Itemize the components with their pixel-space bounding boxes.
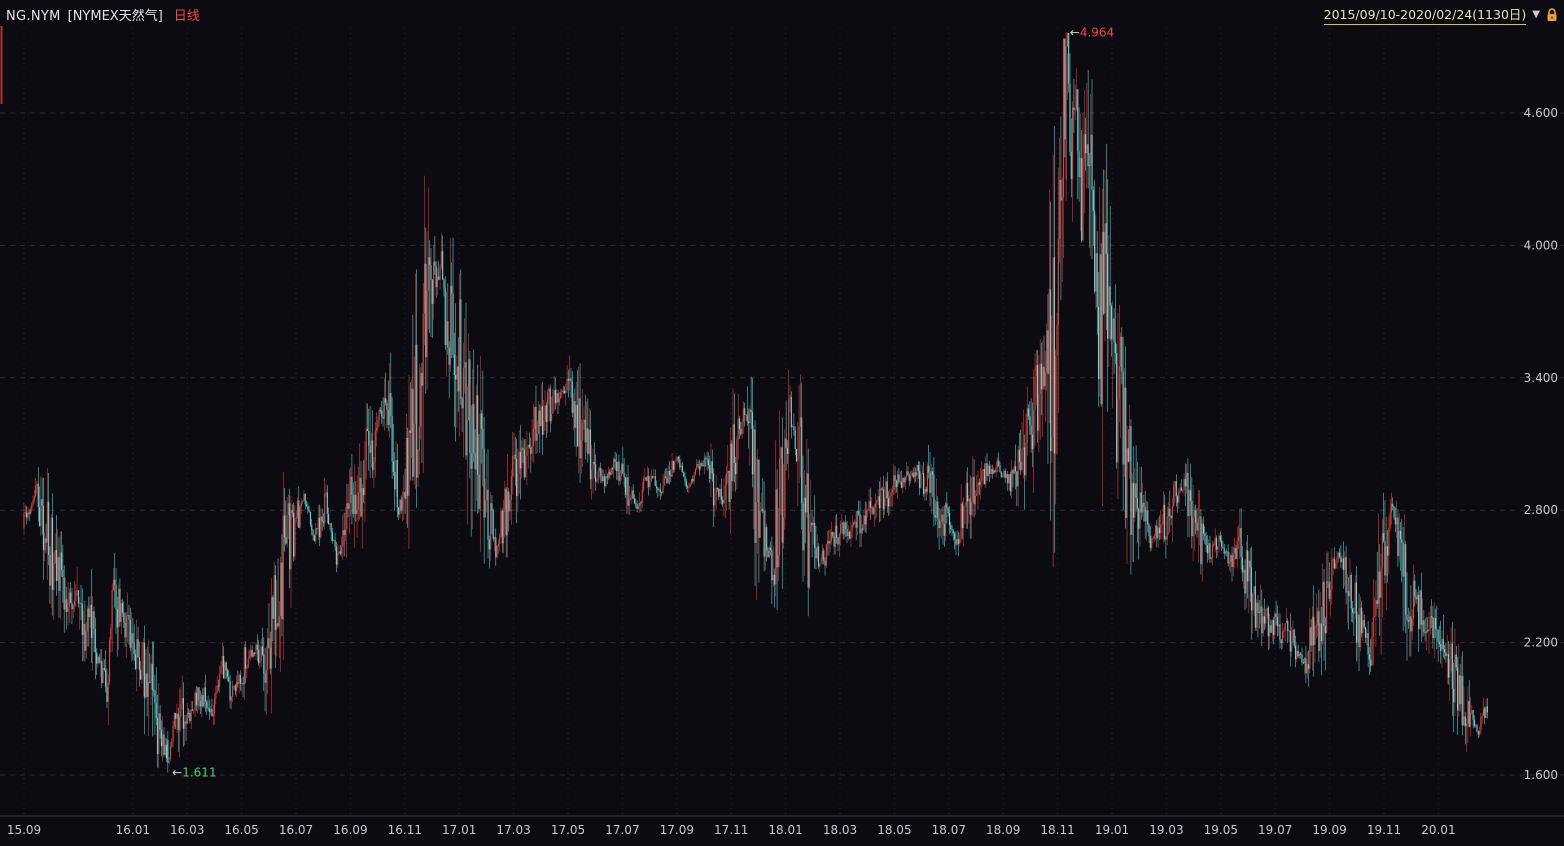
down-candle-bodies: [26, 33, 1488, 763]
date-range-label[interactable]: 2015/09/10-2020/02/24(1130日): [1323, 4, 1527, 25]
y-axis-label: 4.600: [1524, 106, 1558, 120]
x-axis-label: 19.03: [1149, 823, 1183, 837]
chart-header: NG.NYM [NYMEX天然气] 日线: [6, 5, 200, 24]
y-axis-label: 1.600: [1524, 768, 1558, 782]
x-axis-label: 18.01: [768, 823, 802, 837]
x-axis-label: 18.03: [823, 823, 857, 837]
lock-icon[interactable]: [1546, 7, 1558, 22]
x-axis-label: 17.11: [714, 823, 748, 837]
x-axis-label: 19.05: [1204, 823, 1238, 837]
y-axis-label: 3.400: [1524, 371, 1558, 385]
y-axis-label: 4.000: [1524, 238, 1558, 252]
x-axis-label: 15.09: [7, 823, 41, 837]
high-price-annotation: ←4.964: [1070, 26, 1114, 40]
x-axis-label: 17.01: [442, 823, 476, 837]
x-axis-label: 18.09: [986, 823, 1020, 837]
x-axis-label: 18.07: [932, 823, 966, 837]
x-axis-label: 19.07: [1258, 823, 1292, 837]
y-axis-label: 2.200: [1524, 636, 1558, 650]
x-axis-label: 17.09: [660, 823, 694, 837]
symbol-name: [NYMEX天然气]: [67, 9, 163, 24]
x-axis-label: 19.01: [1095, 823, 1129, 837]
x-axis-label: 16.09: [333, 823, 367, 837]
x-axis-label: 16.05: [224, 823, 258, 837]
x-axis-label: 16.03: [170, 823, 204, 837]
x-axis-label: 19.11: [1367, 823, 1401, 837]
y-axis-label: 2.800: [1524, 503, 1558, 517]
x-axis-label: 16.11: [388, 823, 422, 837]
x-axis-label: 18.05: [877, 823, 911, 837]
symbol-code: NG.NYM: [6, 9, 61, 24]
up-candle-wicks: [23, 32, 1487, 769]
x-axis-label: 16.07: [279, 823, 313, 837]
x-axis-label: 20.01: [1421, 823, 1455, 837]
date-range-control[interactable]: 2015/09/10-2020/02/24(1130日) ▼: [1323, 4, 1558, 25]
x-axis-label: 19.09: [1312, 823, 1346, 837]
x-axis-label: 17.05: [551, 823, 585, 837]
low-price-annotation: ←1.611: [172, 766, 216, 780]
x-axis-label: 17.07: [605, 823, 639, 837]
x-axis-label: 16.01: [116, 823, 150, 837]
x-axis-label: 18.11: [1040, 823, 1074, 837]
dropdown-arrow-icon[interactable]: ▼: [1532, 8, 1540, 20]
up-candle-bodies: [23, 33, 1487, 763]
x-axis-label: 17.03: [496, 823, 530, 837]
period-label[interactable]: 日线: [173, 9, 200, 24]
